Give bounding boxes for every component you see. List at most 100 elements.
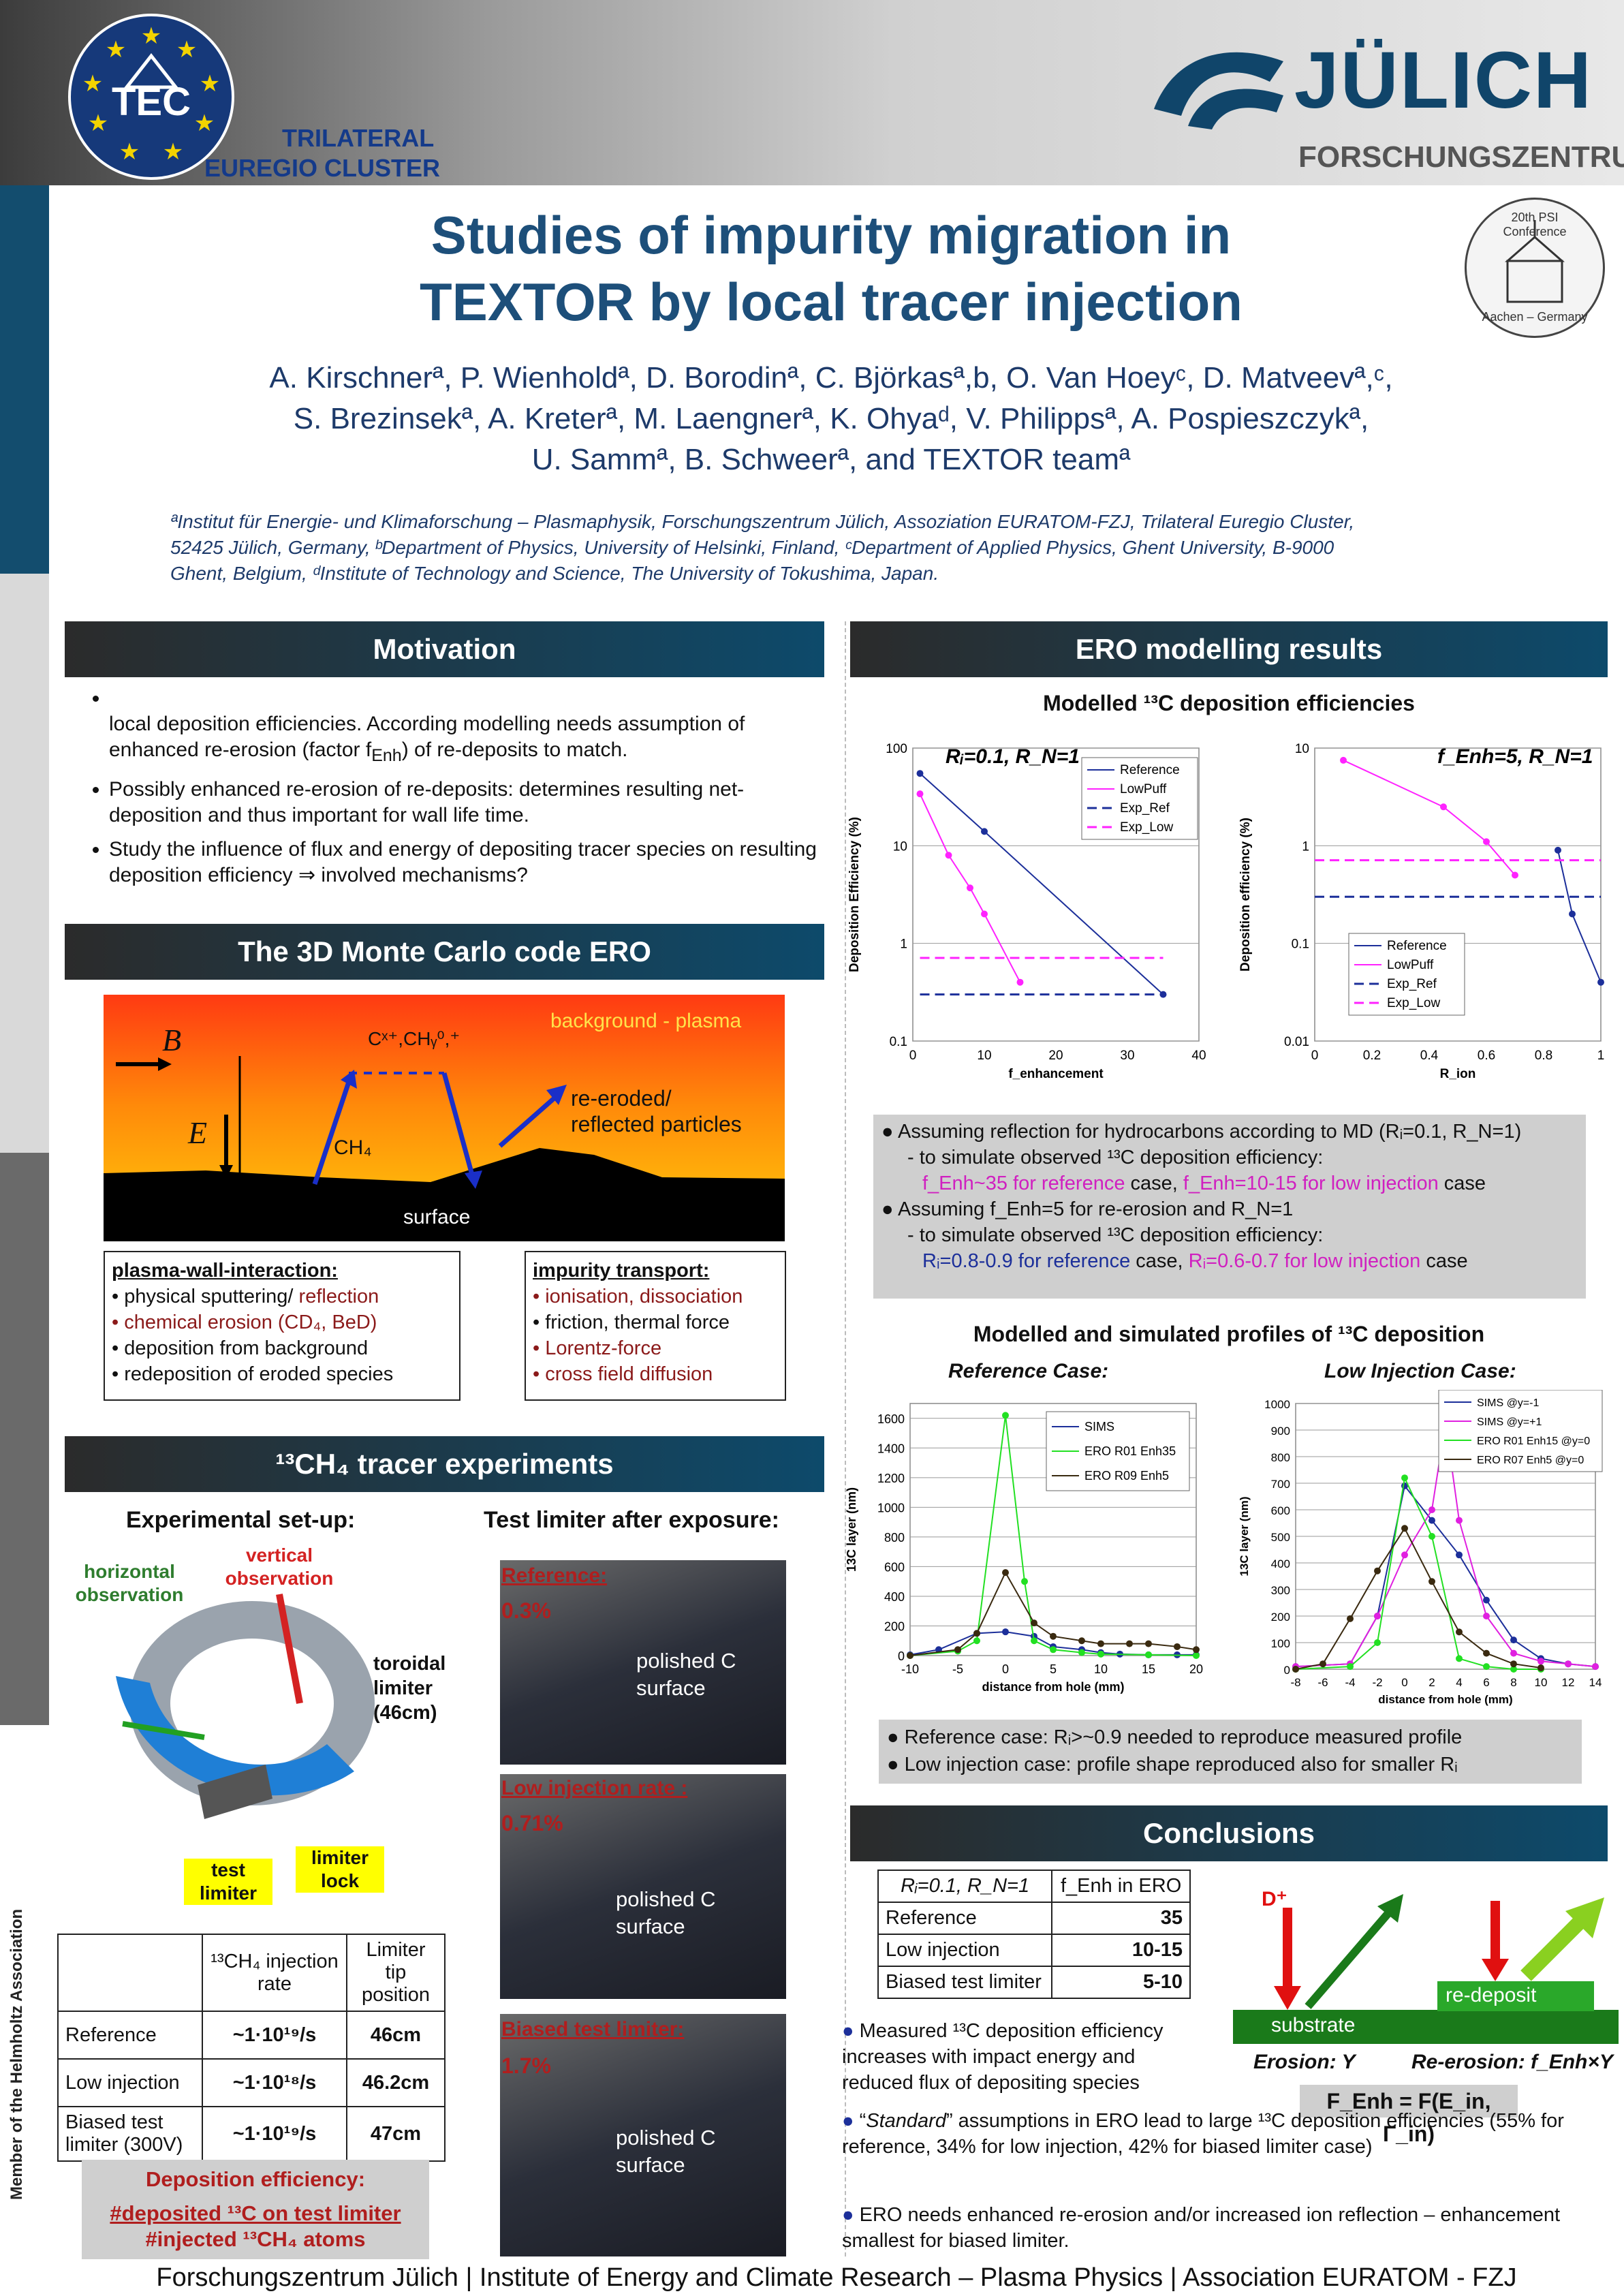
legend-label: Exp_Ref	[1120, 801, 1170, 816]
photo-biased: Biased test limiter: 1.7% polished C sur…	[500, 2014, 786, 2256]
y-axis-label: 13C layer (nm)	[1238, 1496, 1251, 1576]
legend-label: Reference	[1387, 939, 1447, 953]
impurity-box: impurity transport: • ionisation, dissoc…	[525, 1251, 786, 1401]
data-point	[1145, 1651, 1152, 1658]
x-axis-label: f_enhancement	[1008, 1067, 1104, 1081]
x-tick-label: 0.8	[1535, 1049, 1552, 1063]
vertical-observation-label: vertical observation	[225, 1545, 334, 1589]
data-point	[1428, 1533, 1435, 1540]
x-tick-label: 10	[1094, 1662, 1108, 1676]
results-box2-a: ● Reference case: Rᵢ>~0.9 needed to repr…	[887, 1726, 1463, 1748]
header-band	[0, 0, 1624, 185]
helmholtz-side-text: Member of the Helmholtz Association	[7, 1908, 26, 2200]
legend-label: ERO R01 Enh35	[1084, 1444, 1176, 1458]
photo-reference: Reference: 0.3% polished C surface	[500, 1560, 786, 1765]
col-rate-header: ¹³CH₄ injection rate	[202, 1934, 347, 2012]
data-point	[1002, 1412, 1009, 1419]
results-subtitle-2: Modelled and simulated profiles of ¹³C d…	[973, 1322, 1485, 1346]
legend-label: Exp_Low	[1120, 820, 1173, 835]
table-row: Rᵢ=0.1, R_N=1 f_Enh in ERO	[877, 1870, 1191, 1903]
reerosion-label: Re-erosion: f_Enh×Y	[1411, 2051, 1613, 2073]
ero-diagram-shapes	[104, 1056, 785, 1241]
footer: Forschungszentrum Jülich | Institute of …	[49, 2259, 1624, 2296]
photo-reference-label: Reference:	[501, 1564, 608, 1587]
legend-label: Exp_Ref	[1387, 977, 1437, 991]
row-rate: ~1·10¹⁸/s	[202, 2058, 347, 2107]
x-tick-label: 12	[1562, 1676, 1575, 1689]
data-point	[1097, 1640, 1104, 1647]
surface-label: surface	[403, 1206, 471, 1228]
x-tick-label: 5	[1050, 1662, 1057, 1676]
ero-code-header: The 3D Monte Carlo code ERO	[65, 924, 824, 980]
svg-text:★: ★	[88, 110, 108, 137]
pwi-item-2: • chemical erosion (CD₄, BeD)	[112, 1312, 377, 1333]
x-tick-label: 0.2	[1363, 1049, 1381, 1063]
results-box1-c: f_Enh~35 for reference case, f_Enh=10-15…	[922, 1173, 1486, 1194]
chart-title: f_Enh=5, R_N=1	[1437, 745, 1593, 768]
dplus-label: D⁺	[1262, 1888, 1287, 1910]
series-line	[909, 1570, 1197, 1656]
legend-label: ERO R09 Enh5	[1084, 1469, 1169, 1483]
impurity-title: impurity transport:	[533, 1260, 710, 1282]
data-point	[1078, 1637, 1085, 1645]
results-header: ERO modelling results	[850, 621, 1608, 677]
x-tick-label: 0.6	[1478, 1049, 1495, 1063]
data-point	[1565, 1660, 1572, 1668]
data-point	[1555, 846, 1561, 854]
dep-eff-numerator: #deposited ¹³C on test limiter	[110, 2201, 401, 2225]
injection-table: ¹³CH₄ injection rate Limiter tip positio…	[57, 1934, 446, 2162]
dep-eff-denominator: #injected ¹³CH₄ atoms	[145, 2227, 366, 2251]
legend-label: SIMS	[1084, 1420, 1114, 1433]
data-point	[1347, 1663, 1354, 1671]
conference-badge: 20th PSI Conference Aachen – Germany	[1465, 198, 1605, 338]
data-point	[1320, 1660, 1326, 1668]
x-tick-label: -2	[1372, 1676, 1382, 1689]
x-tick-label: -6	[1317, 1676, 1328, 1689]
y-tick-label: 10	[893, 839, 907, 854]
impurity-item-4: • cross field diffusion	[533, 1363, 713, 1385]
legend-box	[1438, 1390, 1603, 1472]
chart-def-vs-fenh: 100 10 1 0.10 10 20 30 40 f_enhancement Depositio…	[847, 742, 1206, 1081]
erosion-label: Erosion: Y	[1253, 2051, 1356, 2073]
row-rate: ~1·10¹⁹/s	[202, 2011, 347, 2060]
y-tick-label: 400	[884, 1590, 905, 1604]
ref-case-label: Reference Case:	[948, 1360, 1109, 1382]
y-tick-label: 800	[884, 1531, 905, 1545]
data-point	[1401, 1474, 1408, 1482]
data-point	[1050, 1632, 1057, 1640]
pwi-item-4: • redeposition of eroded species	[112, 1363, 394, 1385]
row-name: Reference	[877, 1902, 1053, 1935]
photo-biased-text: polished C surface	[616, 2126, 716, 2177]
pwi-item-3: • deposition from background	[112, 1337, 369, 1359]
data-point	[973, 1630, 980, 1637]
legend-label: Reference	[1120, 763, 1180, 777]
test-limiter-label: test limiter	[184, 1859, 272, 1905]
formula-box: F_Enh = F(E_in, Γ_in)	[1300, 2085, 1518, 2146]
tec-logo: ★ ★ ★ ★ ★ ★ ★ ★ ★ TEC	[68, 14, 234, 180]
setup-illustration	[95, 1567, 381, 1853]
svg-text:★: ★	[200, 70, 220, 97]
y-tick-label: 0.1	[1292, 937, 1309, 952]
y-tick-label: 600	[884, 1560, 905, 1574]
test-limiter-title: Test limiter after exposure:	[484, 1507, 779, 1533]
x-tick-label: 0	[1401, 1676, 1407, 1689]
horizontal-observation-label: horizontal observation	[75, 1561, 184, 1605]
data-point	[1537, 1664, 1544, 1672]
data-point	[1428, 1506, 1435, 1513]
limiter-lock-label: limiter lock	[296, 1846, 384, 1893]
y-tick-label: 900	[1271, 1425, 1290, 1438]
left-strip-bottom	[0, 1725, 49, 2296]
ero-diagram: background - plasma B E Cˣ⁺,CHᵧ⁰,⁺ CH₄ r…	[104, 995, 785, 1241]
results-box-2: ● Reference case: Rᵢ>~0.9 needed to repr…	[879, 1720, 1582, 1784]
row-name: Biased test limiter	[877, 1966, 1053, 1999]
x-axis-label: R_ion	[1440, 1067, 1476, 1081]
y-axis-label: Deposition efficiency (%)	[1238, 818, 1253, 972]
y-tick-label: 300	[1271, 1584, 1290, 1597]
row-name: Low injection	[877, 1934, 1053, 1967]
y-tick-label: 700	[1271, 1478, 1290, 1491]
x-axis-label: distance from hole (mm)	[1378, 1693, 1512, 1706]
x-tick-label: 0	[909, 1049, 917, 1063]
row-pos: 47cm	[346, 2106, 446, 2162]
data-point	[1193, 1652, 1200, 1659]
